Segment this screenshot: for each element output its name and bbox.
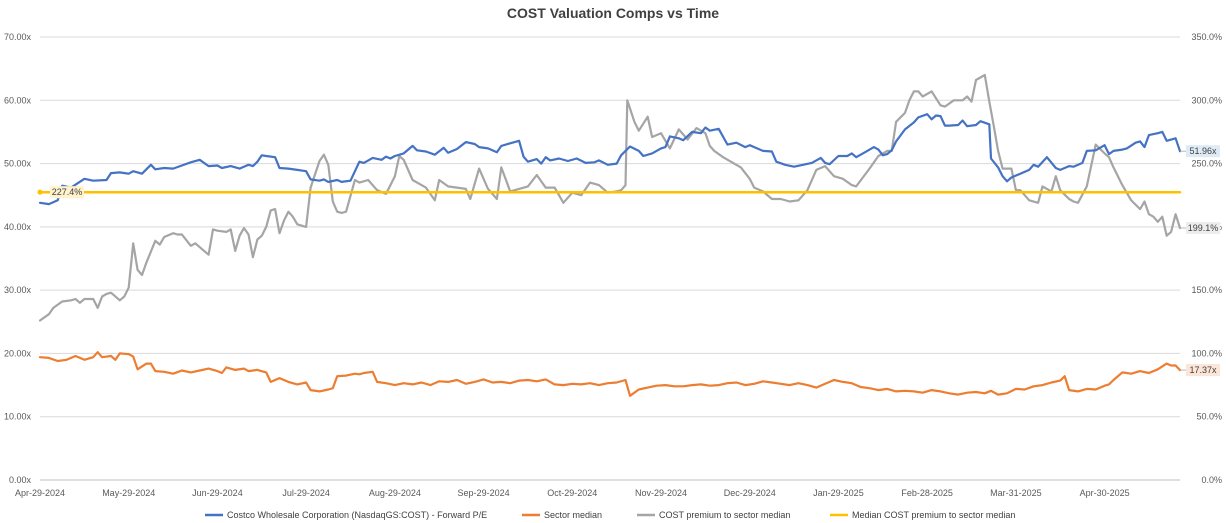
legend-entry: Median COST premium to sector median (852, 510, 1015, 520)
callout-box (50, 186, 84, 199)
left-tick-label: 40.00x (4, 222, 32, 232)
x-tick-label: Mar-31-2025 (990, 488, 1042, 498)
left-tick-label: 60.00x (4, 95, 32, 105)
x-tick-label: Apr-30-2025 (1080, 488, 1130, 498)
left-tick-label: 0.00x (9, 475, 32, 485)
right-tick-label: 0.0% (1201, 475, 1222, 485)
callout-label: 17.37x (1189, 365, 1217, 375)
legend-entry: Sector median (544, 510, 602, 520)
left-axis-ticks: 0.00x 10.00x 20.00x 30.00x 40.00x 50.00x 60.00… (4, 32, 32, 485)
x-tick-label: Dec-29-2024 (724, 488, 776, 498)
legend-entry: COST premium to sector median (659, 510, 790, 520)
x-tick-label: Jun-29-2024 (192, 488, 243, 498)
x-tick-label: Feb-28-2025 (901, 488, 953, 498)
series-lines (38, 73, 1182, 397)
x-tick-label: Jan-29-2025 (813, 488, 864, 498)
x-tick-label: Oct-29-2024 (547, 488, 597, 498)
right-tick-label: 150.0% (1191, 285, 1222, 295)
left-tick-label: 10.00x (4, 412, 32, 422)
x-tick-label: May-29-2024 (102, 488, 155, 498)
left-tick-label: 70.00x (4, 32, 32, 42)
left-tick-label: 30.00x (4, 285, 32, 295)
right-axis-ticks: 0.0%50.0%100.0%150.0%200.0%250.0%300.0%3… (1191, 32, 1222, 485)
x-tick-label: Sep-29-2024 (458, 488, 510, 498)
callout-box (1186, 364, 1220, 377)
right-tick-label: 350.0% (1191, 32, 1222, 42)
left-tick-label: 20.00x (4, 348, 32, 358)
right-tick-label: 250.0% (1191, 159, 1222, 169)
sector-median-line (38, 351, 1182, 397)
x-tick-label: Apr-29-2024 (15, 488, 65, 498)
legend: Costco Wholesale Corporation (NasdaqGS:C… (205, 510, 1015, 520)
x-tick-label: Jul-29-2024 (282, 488, 330, 498)
callout-label: 227.4% (52, 187, 83, 197)
data-callouts: 227.4% 51.96x 199.1% 17.37x (37, 145, 1220, 377)
x-axis-ticks: Apr-29-2024 May-29-2024 Jun-29-2024 Jul-29-… (15, 488, 1130, 498)
callout-marker (37, 189, 43, 195)
legend-entry: Costco Wholesale Corporation (NasdaqGS:C… (227, 510, 487, 520)
forward-pe-line (38, 113, 1182, 206)
right-tick-label: 100.0% (1191, 348, 1222, 358)
premium-line (38, 73, 1182, 322)
gridlines (40, 36, 1180, 481)
x-tick-label: Aug-29-2024 (369, 488, 421, 498)
callout-box (1186, 145, 1220, 158)
x-tick-label: Nov-29-2024 (635, 488, 687, 498)
chart-title: COST Valuation Comps vs Time (507, 5, 719, 21)
callout-box (1186, 221, 1220, 234)
left-tick-label: 50.00x (4, 159, 32, 169)
right-tick-label: 50.0% (1196, 412, 1222, 422)
right-tick-label: 300.0% (1191, 95, 1222, 105)
callout-label: 199.1% (1188, 223, 1219, 233)
callout-label: 51.96x (1189, 146, 1217, 156)
